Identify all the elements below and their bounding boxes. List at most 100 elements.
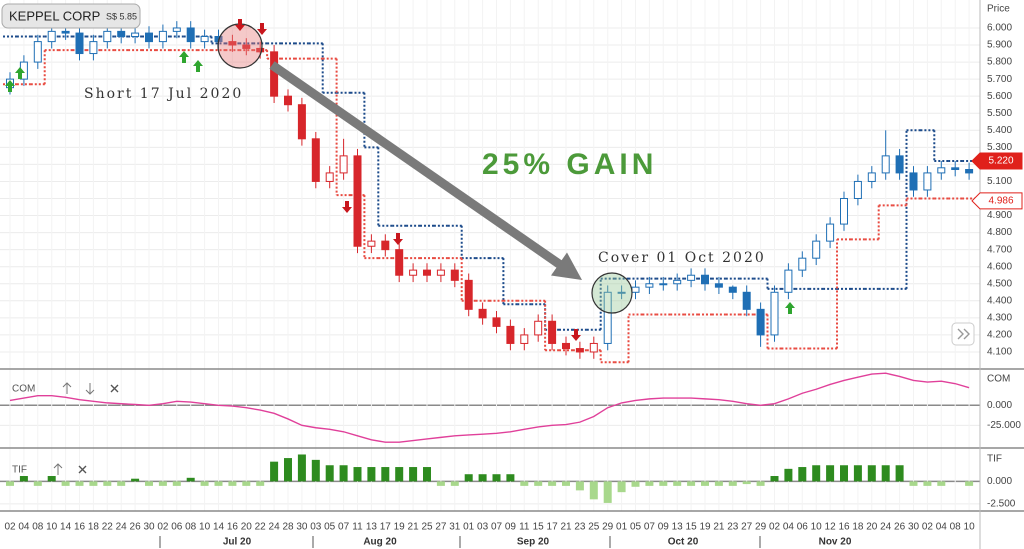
candle-body [367,240,376,247]
indicator-bar [228,481,237,486]
x-tick-label: 23 [727,522,739,533]
x-tick-label: 22 [102,522,114,533]
short-annotation: Short 17 Jul 2020 [84,86,243,102]
candle-body [381,240,390,251]
indicator-bar [506,474,515,482]
y-tick-label: -25.000 [987,420,1021,431]
candle-body [131,32,140,37]
indicator-bar [548,481,557,486]
indicator-bar [297,454,306,482]
y-tick-label: 5.900 [987,40,1012,51]
com-axis-title: COM [987,374,1010,385]
indicator-bar [200,481,209,486]
y-tick-label: 4.100 [987,347,1012,358]
x-tick-label: 01 [616,522,628,533]
x-tick-label: 12 [825,522,837,533]
indicator-bar [464,474,473,482]
y-tick-label: 4.500 [987,278,1012,289]
candle-body [75,32,84,55]
x-tick-label: 10 [964,522,976,533]
candle-body [575,348,584,353]
x-tick-label: 15 [533,522,545,533]
x-tick-label: 21 [713,522,725,533]
candle-body [395,249,404,276]
y-tick-label: 5.500 [987,108,1012,119]
y-tick-label: 4.800 [987,227,1012,238]
candle-body [965,169,974,174]
month-label: Nov 20 [819,537,852,548]
candle-body [659,283,668,286]
indicator-bar [423,467,431,482]
candle-body [770,291,779,336]
x-tick-label: 29 [755,522,767,533]
y-tick-label: 5.800 [987,57,1012,68]
x-tick-label: 18 [88,522,100,533]
candle-body [951,167,960,171]
indicator-bar [575,481,584,491]
move-up-icon[interactable] [53,463,63,475]
close-icon[interactable] [78,465,87,474]
y-tick-label: 5.700 [987,74,1012,85]
close-icon[interactable] [110,384,119,393]
month-label: Sep 20 [517,537,550,548]
candle-body [784,269,793,293]
x-tick-label: 02 [4,522,16,533]
indicator-bar [339,465,348,482]
x-tick-label: 03 [310,522,322,533]
candle-body [826,223,835,242]
indicator-bar [965,481,974,486]
y-axis-label: Price [987,4,1010,15]
indicator-bar [145,481,153,486]
indicator-bar [923,481,932,486]
candle-body [270,51,279,97]
month-label: Oct 20 [668,537,699,548]
tif-axis-title: TIF [987,454,1002,465]
indicator-bar [395,467,404,482]
y-tick-label: 4.200 [987,330,1012,341]
candle-body [478,308,487,319]
indicator-bar [867,465,876,482]
indicator-bar [881,465,890,482]
move-down-icon[interactable] [85,383,95,395]
y-tick-label: 5.300 [987,142,1012,153]
indicator-bar [714,481,723,486]
y-tick-label: 4.300 [987,313,1012,324]
x-tick-label: 25 [421,522,433,533]
x-tick-label: 04 [783,522,795,533]
y-tick-label: 0.000 [987,476,1012,487]
cover-circle [591,272,633,314]
x-tick-label: 14 [213,522,225,533]
indicator-bar [492,474,501,482]
buy-signal [193,60,203,72]
x-tick-label: 24 [880,522,892,533]
indicator-bar [742,481,751,485]
x-tick-label: 16 [838,522,850,533]
indicator-bar [826,465,835,482]
sell-signal [235,19,245,31]
move-up-icon[interactable] [62,382,72,394]
x-tick-label: 17 [380,522,392,533]
x-tick-label: 07 [644,522,656,533]
sell-signals [235,19,581,341]
candle-body [631,286,640,293]
indicator-bar [853,465,862,482]
x-tick-label: 05 [630,522,642,533]
candle-body [867,172,876,182]
com-panel-title: COM [12,384,35,395]
candle-body [172,27,181,32]
indicator-bar [103,481,112,486]
y-tick-label: -2.500 [987,498,1016,509]
candle-body [353,155,362,247]
x-tick-label: 06 [797,522,809,533]
candle-body [145,32,153,43]
x-tick-label: 16 [74,522,86,533]
indicator-bar [172,481,181,486]
indicator-bar [909,481,918,486]
indicator-bar [409,467,418,482]
indicator-bar [687,481,696,486]
indicator-bar [798,467,807,482]
y-tick-label: 5.400 [987,125,1012,136]
buy-signals [5,51,795,314]
x-tick-label: 07 [338,522,350,533]
x-tick-label: 08 [185,522,197,533]
